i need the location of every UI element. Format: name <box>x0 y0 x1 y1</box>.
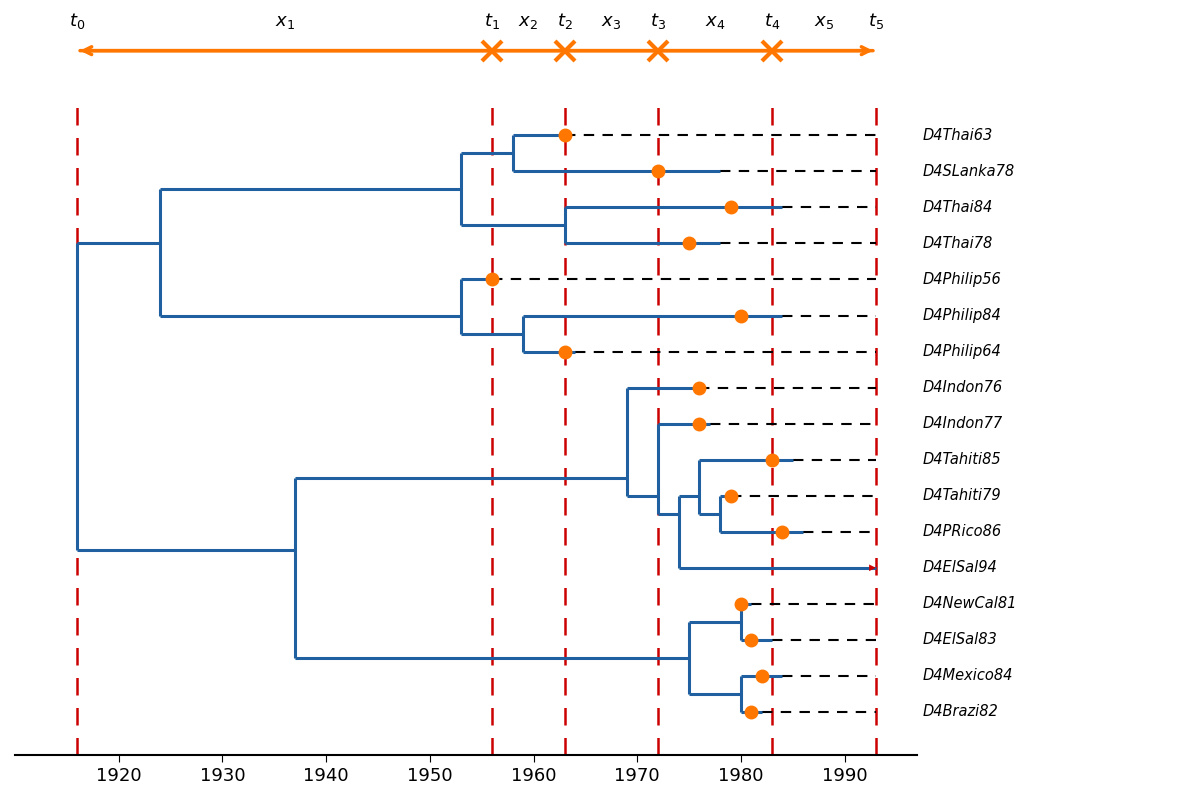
Text: D4ElSal83: D4ElSal83 <box>923 632 997 647</box>
Text: $t_4$: $t_4$ <box>764 11 780 31</box>
Text: $t_3$: $t_3$ <box>650 11 666 31</box>
Text: $x_5$: $x_5$ <box>814 13 834 31</box>
Text: D4PRico86: D4PRico86 <box>923 524 1002 539</box>
Text: D4Indon76: D4Indon76 <box>923 380 1002 395</box>
Text: D4SLanka78: D4SLanka78 <box>923 164 1014 179</box>
Text: $t_2$: $t_2$ <box>557 11 572 31</box>
Text: $x_3$: $x_3$ <box>601 13 622 31</box>
Text: D4NewCal81: D4NewCal81 <box>923 596 1016 611</box>
Text: D4Indon77: D4Indon77 <box>923 416 1002 431</box>
Text: D4Thai78: D4Thai78 <box>923 236 992 251</box>
Text: $x_2$: $x_2$ <box>518 13 539 31</box>
Text: $t_1$: $t_1$ <box>484 11 500 31</box>
Text: D4Thai63: D4Thai63 <box>923 128 992 143</box>
Text: D4Philip64: D4Philip64 <box>923 344 1001 359</box>
Text: D4Thai84: D4Thai84 <box>923 200 992 215</box>
Text: D4Tahiti85: D4Tahiti85 <box>923 452 1001 467</box>
Text: $t_0$: $t_0$ <box>70 11 85 31</box>
Text: D4Philip84: D4Philip84 <box>923 308 1001 323</box>
Text: D4ElSal94: D4ElSal94 <box>923 560 997 575</box>
Text: D4Mexico84: D4Mexico84 <box>923 669 1013 683</box>
Text: $x_4$: $x_4$ <box>704 13 725 31</box>
Text: D4Tahiti79: D4Tahiti79 <box>923 488 1001 503</box>
Text: D4Brazi82: D4Brazi82 <box>923 705 998 719</box>
Text: D4Philip56: D4Philip56 <box>923 272 1001 287</box>
Text: $t_5$: $t_5$ <box>868 11 884 31</box>
Text: $x_1$: $x_1$ <box>275 13 295 31</box>
